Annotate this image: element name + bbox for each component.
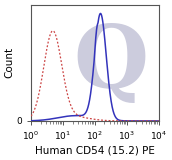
Y-axis label: Count: Count [5, 47, 15, 78]
X-axis label: Human CD54 (15.2) PE: Human CD54 (15.2) PE [35, 145, 155, 155]
Text: Q: Q [74, 21, 149, 105]
